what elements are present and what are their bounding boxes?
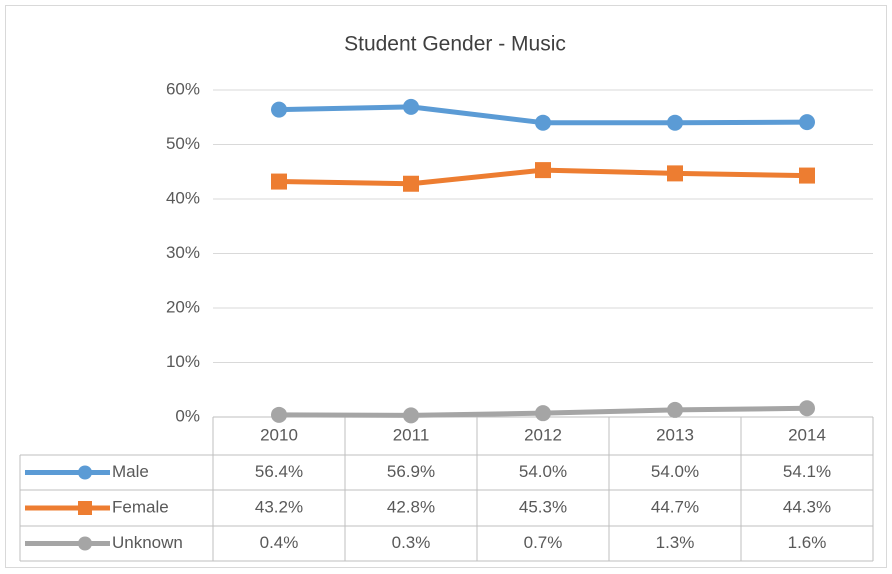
legend-marker [78, 501, 92, 515]
data-point [799, 167, 815, 184]
y-tick-label: 30% [166, 243, 200, 262]
data-point [403, 98, 419, 115]
data-point [667, 401, 683, 418]
y-tick-label: 60% [166, 79, 200, 98]
data-point [271, 173, 287, 190]
data-point [799, 400, 815, 417]
table-value: 44.3% [783, 497, 831, 516]
x-tick-label: 2010 [260, 425, 298, 444]
table-value: 54.0% [519, 462, 567, 481]
legend-label: Female [112, 497, 169, 516]
x-tick-label: 2012 [524, 425, 562, 444]
data-point [535, 162, 551, 179]
data-point [535, 114, 551, 131]
data-point [271, 101, 287, 118]
legend-label: Unknown [112, 533, 183, 552]
x-tick-label: 2011 [393, 425, 430, 444]
data-point [667, 114, 683, 131]
x-tick-label: 2013 [656, 425, 694, 444]
table-value: 0.4% [260, 533, 299, 552]
table-value: 42.8% [387, 497, 435, 516]
data-point [799, 114, 815, 131]
data-point [271, 406, 287, 423]
legend-label: Male [112, 462, 149, 481]
x-tick-label: 2014 [788, 425, 826, 444]
table-value: 0.3% [392, 533, 431, 552]
table-value: 44.7% [651, 497, 699, 516]
data-point [667, 165, 683, 182]
y-tick-label: 10% [166, 352, 200, 371]
table-value: 1.6% [788, 533, 827, 552]
y-tick-label: 50% [166, 134, 200, 153]
data-point [403, 407, 419, 424]
data-point [535, 405, 551, 422]
table-value: 0.7% [524, 533, 563, 552]
table-value: 54.0% [651, 462, 699, 481]
table-value: 54.1% [783, 462, 831, 481]
table-value: 56.9% [387, 462, 435, 481]
table-value: 1.3% [656, 533, 695, 552]
table-value: 45.3% [519, 497, 567, 516]
chart-border [5, 5, 887, 568]
table-value: 43.2% [255, 497, 303, 516]
y-tick-label: 0% [175, 406, 200, 425]
y-tick-label: 40% [166, 188, 200, 207]
chart-title: Student Gender - Music [344, 33, 566, 56]
legend-marker [78, 465, 92, 480]
table-value: 56.4% [255, 462, 303, 481]
data-point [403, 175, 419, 192]
y-tick-label: 20% [166, 297, 200, 316]
legend-marker [78, 536, 92, 551]
